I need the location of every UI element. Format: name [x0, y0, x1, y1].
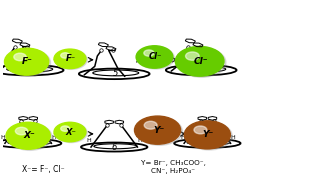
Circle shape: [6, 49, 50, 76]
Circle shape: [61, 53, 70, 58]
Text: H: H: [137, 138, 142, 143]
Text: H: H: [51, 135, 56, 140]
Circle shape: [186, 52, 199, 60]
Text: 5: 5: [113, 69, 118, 78]
Circle shape: [135, 116, 181, 144]
Text: H: H: [180, 135, 185, 140]
Circle shape: [184, 121, 230, 149]
Text: X⁻: X⁻: [23, 131, 35, 140]
Circle shape: [6, 122, 50, 149]
Circle shape: [55, 123, 87, 143]
Circle shape: [144, 50, 154, 56]
Text: Y⁻: Y⁻: [203, 130, 214, 139]
Text: Y⁻: Y⁻: [153, 126, 164, 135]
Circle shape: [136, 117, 183, 145]
Text: Cl⁻: Cl⁻: [194, 57, 208, 66]
Circle shape: [194, 126, 207, 134]
Text: H: H: [1, 135, 6, 140]
Circle shape: [15, 127, 28, 135]
Text: X⁻= F⁻, Cl⁻: X⁻= F⁻, Cl⁻: [21, 165, 64, 174]
Circle shape: [14, 53, 26, 61]
Circle shape: [54, 49, 86, 69]
Circle shape: [8, 123, 52, 150]
Text: F⁻: F⁻: [22, 57, 33, 66]
Text: Y= Br⁻, CH₃COO⁻,
CN⁻, H₂PO₄⁻: Y= Br⁻, CH₃COO⁻, CN⁻, H₂PO₄⁻: [141, 160, 206, 174]
Text: F⁻: F⁻: [66, 54, 76, 63]
Text: H: H: [230, 135, 235, 140]
Circle shape: [55, 50, 87, 69]
Circle shape: [54, 122, 86, 142]
Circle shape: [175, 46, 224, 76]
Circle shape: [5, 48, 49, 75]
Circle shape: [61, 126, 70, 131]
Circle shape: [136, 46, 173, 68]
Circle shape: [137, 47, 174, 69]
Circle shape: [177, 48, 226, 77]
Circle shape: [186, 122, 232, 150]
Circle shape: [144, 121, 157, 129]
Text: X⁻: X⁻: [65, 128, 76, 136]
Text: Cl⁻: Cl⁻: [149, 53, 162, 61]
Text: 6: 6: [112, 143, 117, 152]
Text: H: H: [87, 138, 91, 143]
